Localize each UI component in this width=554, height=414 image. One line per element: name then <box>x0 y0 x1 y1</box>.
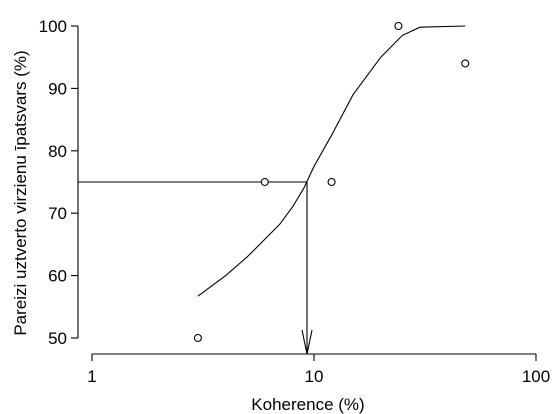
y-axis-label: Pareizi uztverto virzienu īpatsvars (%) <box>11 50 30 335</box>
fit-curve-group <box>197 25 466 297</box>
y-tick-label: 70 <box>48 204 67 223</box>
fit-curve <box>197 25 466 297</box>
data-point <box>193 333 202 343</box>
data-point <box>461 59 470 68</box>
x-axis-label: Koherence (%) <box>251 395 364 414</box>
threshold-group <box>78 181 313 355</box>
data-points-group <box>193 21 470 343</box>
data-point <box>260 177 269 187</box>
y-tick-label: 100 <box>39 17 67 36</box>
data-point <box>327 177 336 187</box>
x-tick-label: 1 <box>87 367 96 386</box>
x-tick-label: 10 <box>305 367 324 386</box>
y-tick-label: 90 <box>48 79 67 98</box>
threshold-arrow-icon <box>301 329 313 355</box>
data-point <box>394 21 403 31</box>
x-tick-label: 100 <box>522 367 550 386</box>
y-tick-label: 50 <box>48 329 67 348</box>
y-tick-label: 80 <box>48 142 67 161</box>
y-tick-label: 60 <box>48 267 67 286</box>
